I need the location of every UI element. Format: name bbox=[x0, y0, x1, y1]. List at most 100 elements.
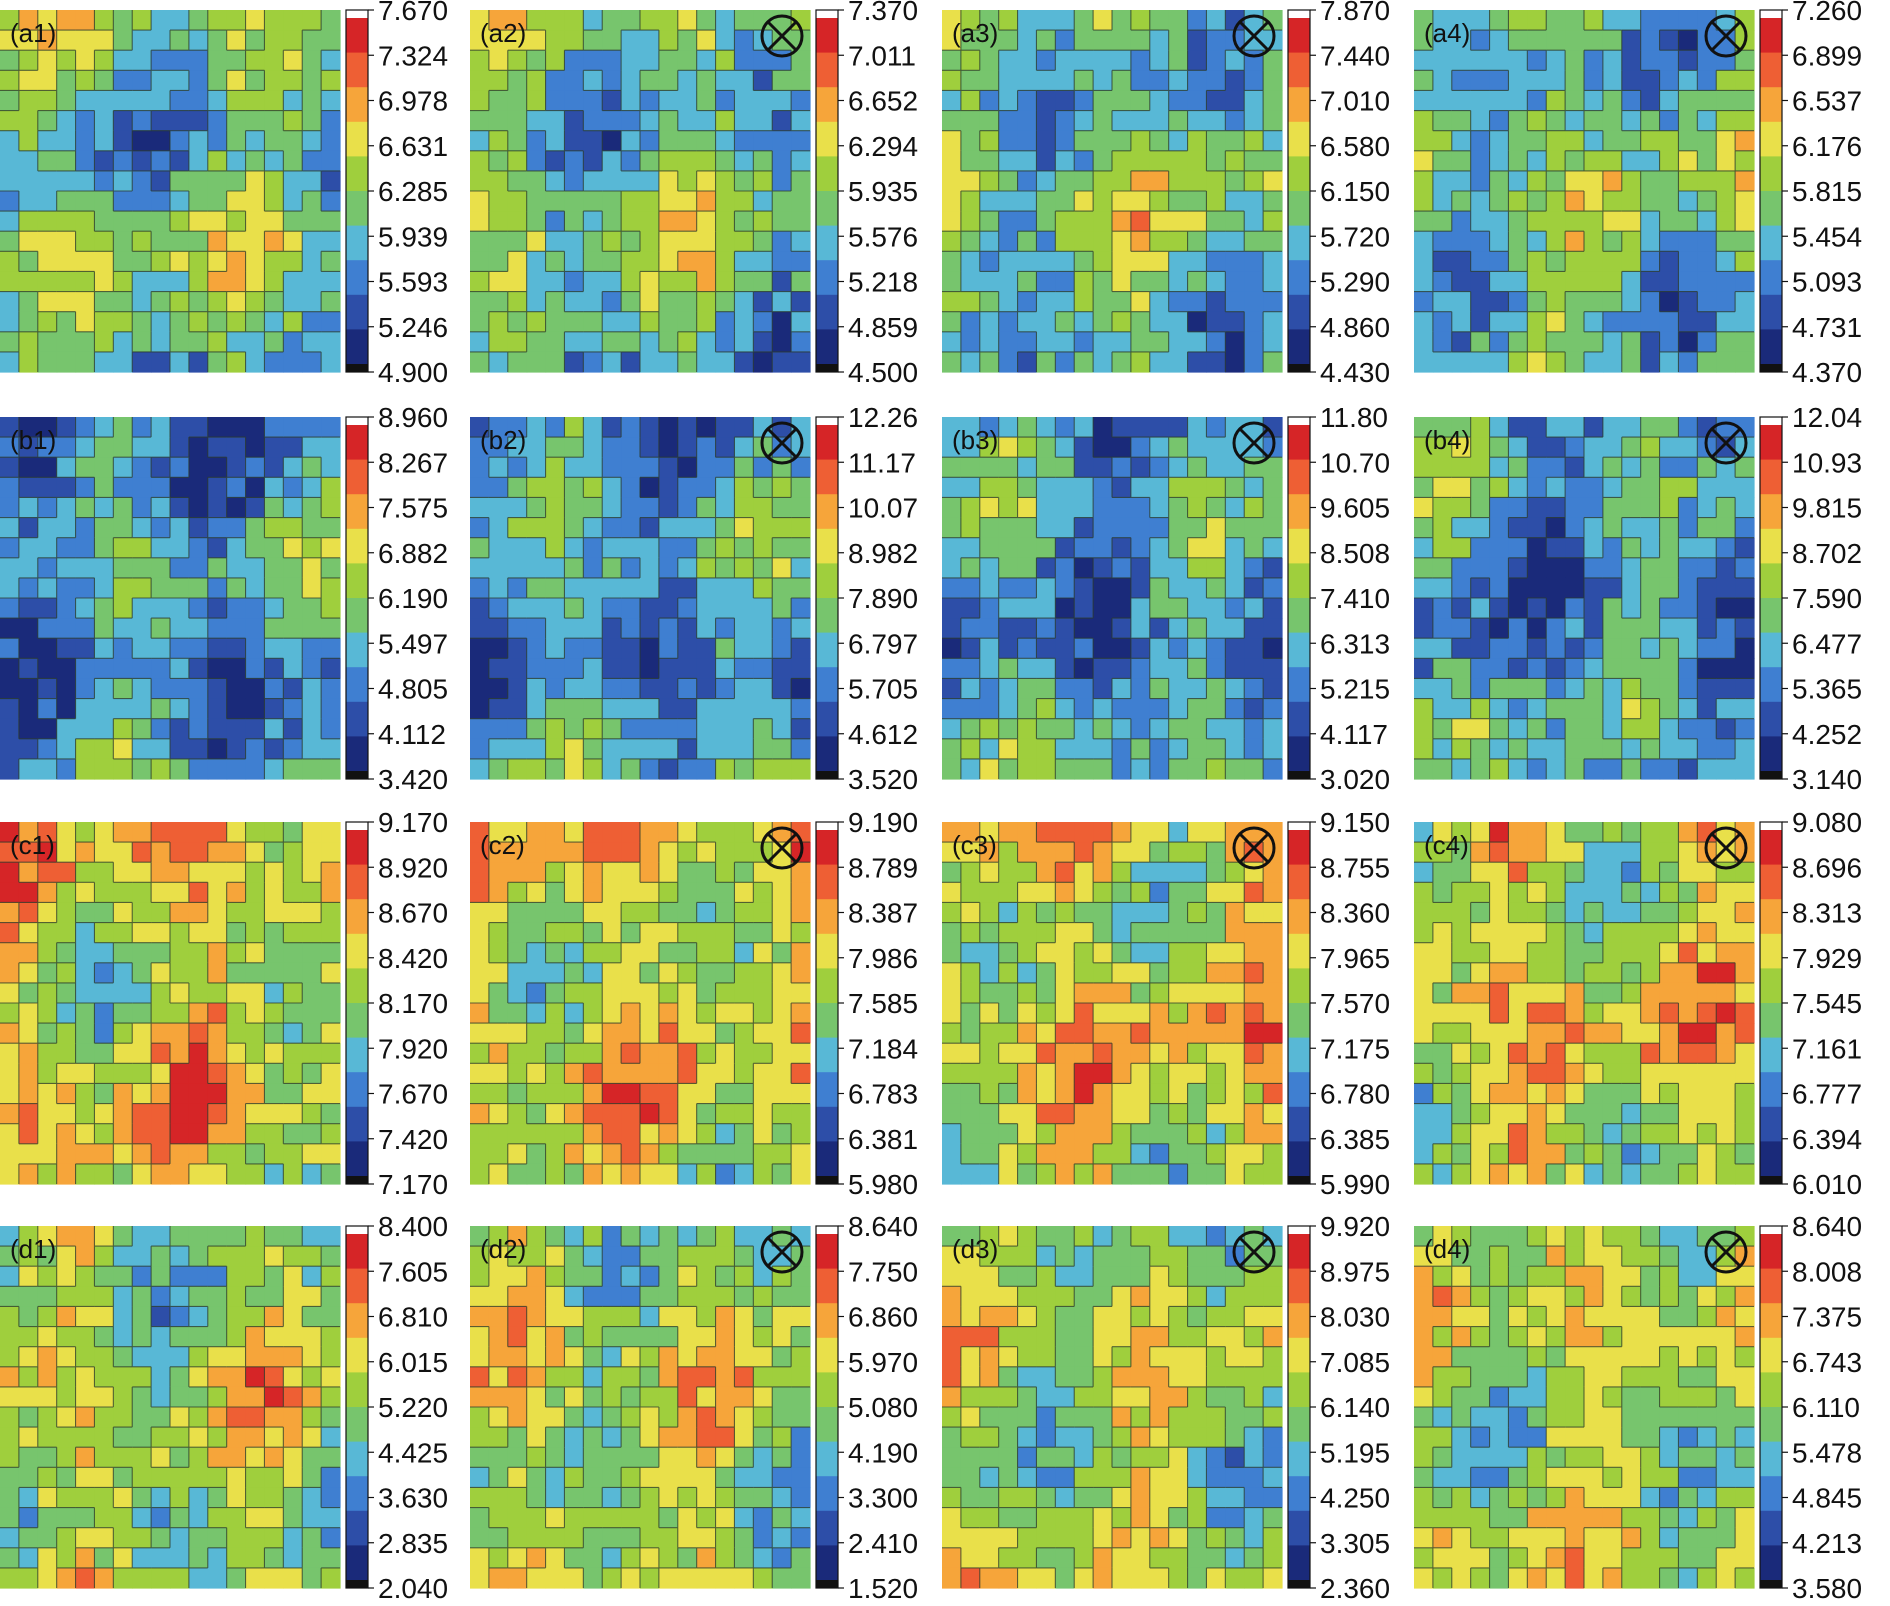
heatmap-cell bbox=[640, 738, 660, 760]
heatmap-cell bbox=[696, 457, 717, 478]
heatmap-cell bbox=[715, 311, 736, 333]
heatmap-cell bbox=[245, 557, 266, 579]
heatmap-cell bbox=[1017, 417, 1038, 438]
heatmap-cell bbox=[1659, 10, 1680, 31]
heatmap-cell bbox=[302, 50, 322, 71]
heatmap-cell bbox=[1055, 477, 1075, 499]
heatmap-cell bbox=[1584, 291, 1604, 313]
heatmap-cell bbox=[188, 10, 209, 31]
heatmap-cell bbox=[960, 311, 981, 333]
heatmap-cell bbox=[1678, 70, 1698, 92]
heatmap-cell bbox=[545, 191, 566, 212]
heatmap-cell bbox=[677, 417, 698, 438]
heatmap-cell bbox=[113, 758, 133, 780]
heatmap-cell bbox=[56, 231, 77, 252]
heatmap-cell bbox=[960, 191, 981, 212]
heatmap-cell bbox=[791, 698, 811, 720]
heatmap-cell bbox=[226, 758, 247, 780]
heatmap-cell bbox=[56, 678, 77, 700]
heatmap-cell bbox=[1206, 70, 1226, 92]
heatmap-cell bbox=[188, 557, 209, 579]
heatmap-cell bbox=[188, 738, 209, 760]
heatmap-cell bbox=[1206, 110, 1226, 132]
heatmap-cell bbox=[170, 150, 190, 172]
heatmap-cell bbox=[545, 437, 566, 458]
heatmap-cell bbox=[545, 291, 566, 313]
heatmap-cell bbox=[753, 698, 773, 720]
colorbar-segment bbox=[816, 425, 838, 461]
heatmap-cell bbox=[1451, 150, 1472, 172]
heatmap-cell bbox=[507, 150, 528, 172]
heatmap-cell bbox=[37, 150, 58, 172]
colorbar-a3: 7.8707.4407.0106.5806.1505.7205.2904.860… bbox=[1287, 0, 1390, 388]
heatmap-cell bbox=[1584, 110, 1604, 132]
heatmap-cell bbox=[1716, 90, 1736, 112]
heatmap-cell bbox=[0, 738, 20, 760]
heatmap-cell bbox=[1735, 10, 1755, 31]
heatmap-cell bbox=[772, 437, 792, 458]
heatmap-cell bbox=[1055, 537, 1075, 559]
circle-x-icon bbox=[760, 14, 804, 58]
heatmap-cell bbox=[1678, 331, 1698, 353]
heatmap-cell bbox=[1206, 211, 1226, 232]
heatmap-cell bbox=[1508, 70, 1528, 92]
heatmap-cell bbox=[1187, 10, 1208, 31]
heatmap-cell bbox=[1112, 437, 1132, 458]
heatmap-cell bbox=[753, 191, 773, 212]
heatmap-cell bbox=[1036, 497, 1056, 519]
heatmap-cell bbox=[1112, 638, 1132, 659]
colorbar-segment bbox=[1288, 294, 1310, 330]
heatmap-cell bbox=[791, 311, 811, 333]
heatmap-cell bbox=[564, 477, 584, 499]
heatmap-cell bbox=[1602, 251, 1623, 273]
heatmap-cell bbox=[1149, 130, 1170, 152]
heatmap-cell bbox=[188, 170, 209, 192]
heatmap-cell bbox=[942, 417, 962, 438]
heatmap-cell bbox=[321, 457, 341, 478]
heatmap-cell bbox=[1489, 331, 1510, 353]
heatmap-cell bbox=[753, 251, 773, 273]
heatmap-cell bbox=[302, 271, 322, 293]
heatmap-cell bbox=[1130, 311, 1151, 333]
heatmap-cell bbox=[1206, 437, 1226, 458]
heatmap-cell bbox=[564, 50, 584, 71]
heatmap-cell bbox=[18, 130, 39, 152]
heatmap-cell bbox=[302, 311, 322, 333]
heatmap-cell bbox=[1432, 70, 1453, 92]
heatmap-cell bbox=[583, 457, 603, 478]
heatmap-cell bbox=[1130, 150, 1151, 172]
colorbar-segment bbox=[816, 87, 838, 123]
heatmap-cell bbox=[583, 477, 603, 499]
heatmap-cell bbox=[960, 658, 981, 680]
heatmap-cell bbox=[1414, 70, 1434, 92]
heatmap-cell bbox=[470, 517, 490, 539]
heatmap-cell bbox=[226, 331, 247, 353]
heatmap-cell bbox=[960, 417, 981, 438]
heatmap-cell bbox=[602, 658, 622, 680]
heatmap-cell bbox=[1017, 638, 1038, 659]
heatmap-cell bbox=[715, 718, 736, 740]
panel-b3: (b3)11.8010.709.6058.5087.4106.3135.2154… bbox=[942, 402, 1390, 795]
heatmap-cell bbox=[188, 191, 209, 212]
heatmap-cell bbox=[677, 50, 698, 71]
heatmap-cell bbox=[170, 698, 190, 720]
heatmap-cell bbox=[772, 291, 792, 313]
heatmap-cell bbox=[734, 311, 754, 333]
heatmap-cell bbox=[602, 698, 622, 720]
heatmap-cell bbox=[1244, 191, 1264, 212]
heatmap-cell bbox=[696, 557, 717, 579]
heatmap-cell bbox=[245, 638, 266, 659]
heatmap-cell bbox=[942, 557, 962, 579]
heatmap-cell bbox=[488, 291, 509, 313]
heatmap-cell bbox=[507, 598, 528, 619]
heatmap-cell bbox=[1206, 50, 1226, 71]
heatmap-cell bbox=[0, 517, 20, 539]
heatmap-cell bbox=[132, 638, 152, 659]
contour-map-a2 bbox=[470, 10, 811, 373]
heatmap-cell bbox=[283, 678, 303, 700]
heatmap-cell bbox=[677, 738, 698, 760]
contour-map-a4 bbox=[1414, 10, 1755, 373]
heatmap-cell bbox=[170, 70, 190, 92]
heatmap-cell bbox=[0, 291, 20, 313]
heatmap-cell bbox=[75, 698, 96, 720]
